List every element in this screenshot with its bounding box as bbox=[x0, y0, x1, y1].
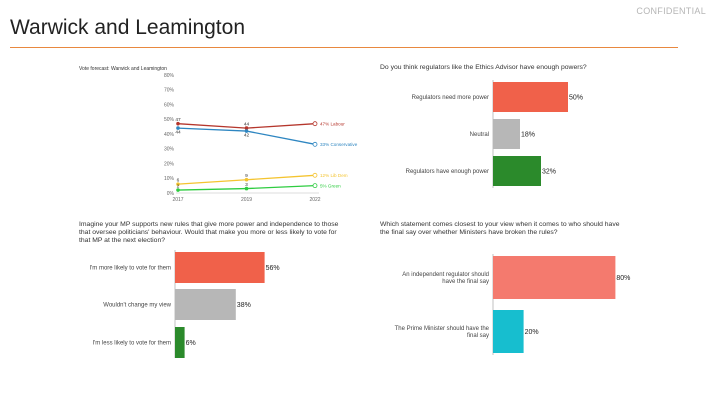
line-chart-title: Vote forecast: Warwick and Leamington bbox=[79, 66, 167, 72]
series-point bbox=[176, 188, 180, 192]
series-point bbox=[176, 126, 180, 130]
value-label: 38% bbox=[237, 302, 251, 309]
bar bbox=[175, 252, 265, 283]
value-label: 50% bbox=[569, 95, 583, 102]
category-label: Neutral bbox=[470, 132, 489, 138]
confidential-label: CONFIDENTIAL bbox=[636, 6, 706, 16]
category-label: Wouldn't change my view bbox=[103, 303, 171, 309]
series-point bbox=[176, 121, 180, 126]
y-tick-label: 10% bbox=[164, 176, 175, 182]
bar bbox=[175, 327, 185, 358]
y-tick-label: 30% bbox=[164, 147, 175, 153]
series-point bbox=[176, 182, 180, 186]
series-point bbox=[312, 172, 318, 178]
value-label: 32% bbox=[542, 169, 556, 176]
category-label: have the final say bbox=[442, 279, 489, 285]
value-label: 56% bbox=[266, 265, 280, 272]
y-tick-label: 20% bbox=[164, 161, 175, 167]
bar bbox=[493, 310, 524, 353]
category-label: final say bbox=[467, 333, 489, 339]
y-tick-label: 70% bbox=[164, 88, 175, 94]
y-tick-label: 60% bbox=[164, 102, 175, 108]
y-tick-label: 80% bbox=[164, 73, 175, 79]
category-label: An independent regulator should bbox=[402, 272, 489, 278]
data-label: 47 bbox=[175, 117, 181, 123]
series-point bbox=[244, 177, 249, 182]
y-tick-label: 0% bbox=[167, 191, 175, 197]
question-final-say: Which statement comes closest to your vi… bbox=[380, 221, 620, 236]
x-tick-label: 2022 bbox=[309, 197, 320, 203]
category-label: Regulators need more power bbox=[412, 95, 489, 101]
data-label: 6 bbox=[177, 178, 180, 184]
series-point bbox=[244, 186, 249, 191]
bar bbox=[493, 156, 541, 186]
value-label: 20% bbox=[525, 329, 539, 336]
data-label: 2 bbox=[177, 184, 180, 190]
question-mp-support: Imagine your MP supports new rules that … bbox=[79, 221, 339, 244]
value-label: 6% bbox=[186, 340, 196, 347]
x-tick-label: 2017 bbox=[172, 197, 183, 203]
category-label: Regulators have enough power bbox=[406, 169, 489, 175]
bar bbox=[493, 119, 520, 149]
y-tick-label: 40% bbox=[164, 132, 175, 138]
series-end-label: 47% Labour bbox=[320, 121, 345, 126]
data-label: 9 bbox=[245, 173, 248, 179]
value-label: 80% bbox=[616, 275, 630, 282]
data-label: 44 bbox=[175, 130, 181, 136]
series-end-label: 12% Lib Dem bbox=[320, 173, 348, 178]
title-divider bbox=[10, 47, 678, 48]
series-point bbox=[312, 121, 318, 127]
data-label: 42 bbox=[244, 133, 250, 139]
series-point bbox=[312, 183, 318, 189]
data-label: 3 bbox=[245, 182, 248, 188]
data-label: 44 bbox=[244, 122, 250, 128]
question-ethics-advisor: Do you think regulators like the Ethics … bbox=[380, 64, 587, 71]
bar bbox=[493, 256, 616, 299]
category-label: The Prime Minister should have the bbox=[395, 326, 490, 332]
series-end-label: 33% Conservative bbox=[320, 142, 358, 147]
page-title: Warwick and Leamington bbox=[10, 16, 245, 39]
bar bbox=[175, 289, 236, 320]
category-label: I'm less likely to vote for them bbox=[92, 341, 171, 347]
series-point bbox=[244, 129, 249, 133]
x-tick-label: 2019 bbox=[241, 197, 252, 203]
category-label: I'm more likely to vote for them bbox=[89, 266, 171, 272]
series-point bbox=[312, 141, 318, 147]
value-label: 18% bbox=[521, 132, 535, 139]
y-tick-label: 50% bbox=[164, 117, 175, 123]
bar bbox=[493, 82, 568, 112]
series-end-label: 5% Green bbox=[320, 183, 341, 188]
